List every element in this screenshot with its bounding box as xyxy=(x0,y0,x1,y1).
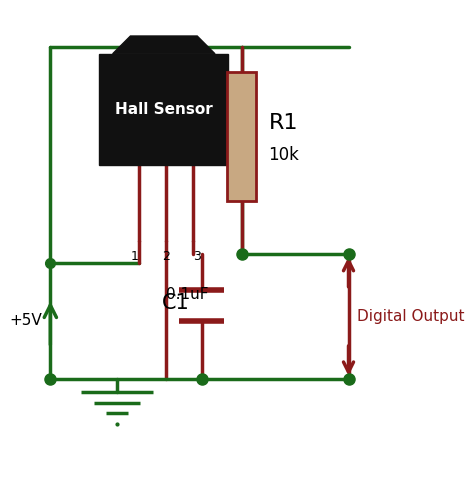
Text: 0.1uF: 0.1uF xyxy=(166,286,209,302)
Bar xyxy=(228,71,256,201)
Text: 10k: 10k xyxy=(268,146,299,165)
Text: 1: 1 xyxy=(131,249,139,263)
Text: 3: 3 xyxy=(193,249,201,263)
Text: C1: C1 xyxy=(162,293,189,313)
Text: Digital Output: Digital Output xyxy=(357,309,465,324)
Text: Hall Sensor: Hall Sensor xyxy=(115,102,213,117)
Bar xyxy=(99,54,228,165)
Polygon shape xyxy=(113,36,215,54)
Text: +5V: +5V xyxy=(9,314,42,328)
Text: R1: R1 xyxy=(268,113,298,133)
Text: 2: 2 xyxy=(162,249,170,263)
